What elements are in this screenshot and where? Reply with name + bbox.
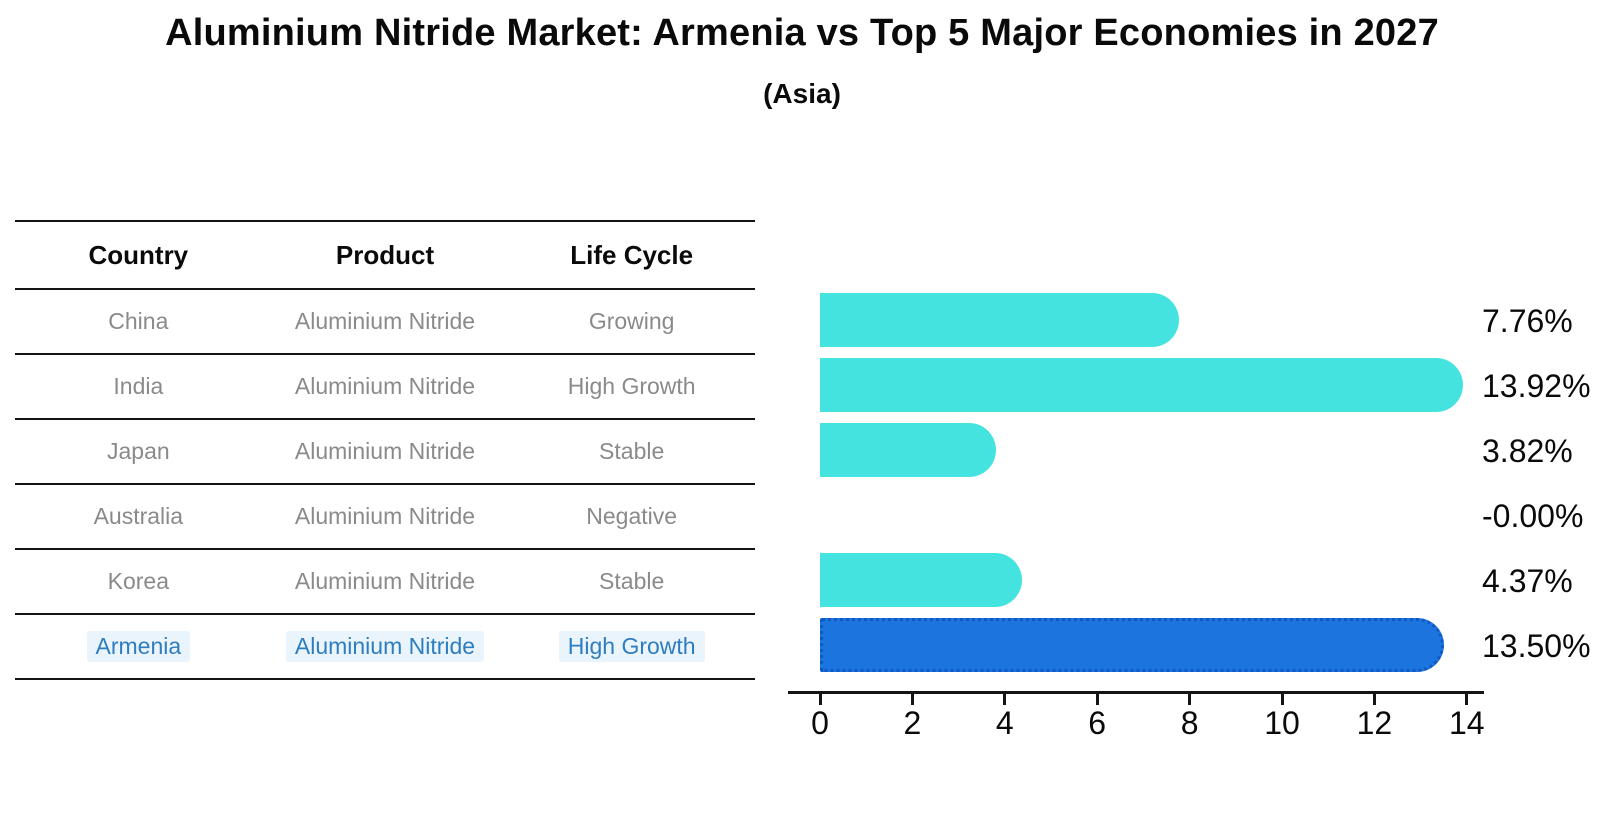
cell-product: Aluminium Nitride xyxy=(262,371,509,402)
cell-text: India xyxy=(113,373,164,399)
cell-life-cycle: High Growth xyxy=(508,631,755,662)
cell-product: Aluminium Nitride xyxy=(262,501,509,532)
page-subtitle: (Asia) xyxy=(763,78,841,109)
cell-text: Aluminium Nitride xyxy=(294,308,476,334)
cell-text: Aluminium Nitride xyxy=(294,568,476,594)
x-axis-tick-label-2: 2 xyxy=(903,705,922,741)
table-row-australia: Australia Aluminium Nitride Negative xyxy=(15,485,755,550)
cell-text: Armenia xyxy=(86,631,191,662)
table-body: China Aluminium Nitride Growing India Alumin… xyxy=(15,290,755,680)
x-axis-tick-label-6: 6 xyxy=(1088,705,1107,741)
cell-text: Growing xyxy=(588,308,675,334)
cell-product: Aluminium Nitride xyxy=(262,436,509,467)
x-axis-tick-label-12: 12 xyxy=(1356,705,1393,741)
cell-text: High Growth xyxy=(567,373,696,399)
table-row-armenia: Armenia Aluminium Nitride High Growth xyxy=(15,615,755,680)
table-row-korea: Korea Aluminium Nitride Stable xyxy=(15,550,755,615)
cell-country: Japan xyxy=(15,436,262,467)
cell-text: China xyxy=(108,308,169,334)
cell-text: Aluminium Nitride xyxy=(294,373,476,399)
x-axis-tick-6 xyxy=(1095,694,1099,705)
bar-armenia xyxy=(820,618,1444,672)
table-header-country: Country xyxy=(88,239,189,270)
cell-text: Australia xyxy=(93,503,184,529)
cell-country: China xyxy=(15,306,262,337)
cell-product: Aluminium Nitride xyxy=(262,566,509,597)
table-row-china: China Aluminium Nitride Growing xyxy=(15,290,755,355)
x-axis-line xyxy=(788,691,1484,694)
table-header-product: Product xyxy=(335,239,435,270)
page-title: Aluminium Nitride Market: Armenia vs Top… xyxy=(165,12,1439,54)
cell-life-cycle: Growing xyxy=(508,306,755,337)
table-row-japan: Japan Aluminium Nitride Stable xyxy=(15,420,755,485)
cell-product: Aluminium Nitride xyxy=(262,631,509,662)
cell-country: Australia xyxy=(15,501,262,532)
bar-china xyxy=(820,293,1179,347)
cell-country: Armenia xyxy=(15,631,262,662)
cell-life-cycle: Stable xyxy=(508,566,755,597)
value-label-japan: 3.82% xyxy=(1482,432,1573,469)
table-header-life-cycle: Life Cycle xyxy=(570,239,694,270)
table-row-india: India Aluminium Nitride High Growth xyxy=(15,355,755,420)
x-axis-tick-label-8: 8 xyxy=(1180,705,1199,741)
value-label-australia: -0.00% xyxy=(1482,497,1584,534)
cell-text: Korea xyxy=(107,568,170,594)
cell-text: Aluminium Nitride xyxy=(285,631,485,662)
cell-text: Japan xyxy=(106,438,170,464)
cell-text: Aluminium Nitride xyxy=(294,503,476,529)
cell-text: High Growth xyxy=(558,631,705,662)
x-axis-tick-label-0: 0 xyxy=(811,705,829,741)
value-label-korea: 4.37% xyxy=(1482,562,1573,599)
table-header-row: Country Product Life Cycle xyxy=(15,220,755,290)
cell-text: Negative xyxy=(586,503,678,529)
cell-country: India xyxy=(15,371,262,402)
cell-life-cycle: Stable xyxy=(508,436,755,467)
x-axis-tick-2 xyxy=(910,694,914,705)
cell-life-cycle: High Growth xyxy=(508,371,755,402)
x-axis-tick-8 xyxy=(1188,694,1192,705)
bar-korea xyxy=(820,553,1022,607)
value-label-china: 7.76% xyxy=(1482,302,1573,339)
x-axis-tick-label-14: 14 xyxy=(1449,705,1485,741)
cell-text: Stable xyxy=(599,438,665,464)
cell-product: Aluminium Nitride xyxy=(262,306,509,337)
x-axis-tick-0 xyxy=(818,694,822,705)
x-axis-tick-label-10: 10 xyxy=(1264,705,1300,741)
bar-india xyxy=(820,358,1464,412)
x-axis-tick-10 xyxy=(1280,694,1284,705)
cell-country: Korea xyxy=(15,566,262,597)
x-axis-tick-4 xyxy=(1003,694,1007,705)
comparison-table: Country Product Life Cycle China Aluminiu… xyxy=(15,220,755,680)
x-axis-tick-14 xyxy=(1465,694,1469,705)
x-axis-tick-12 xyxy=(1372,694,1376,705)
cell-text: Aluminium Nitride xyxy=(294,438,476,464)
bar-japan xyxy=(820,423,997,477)
cell-life-cycle: Negative xyxy=(508,501,755,532)
cell-text: Stable xyxy=(599,568,665,594)
x-axis-tick-label-4: 4 xyxy=(995,705,1014,741)
value-label-armenia: 13.50% xyxy=(1482,627,1591,664)
value-label-india: 13.92% xyxy=(1482,367,1591,404)
